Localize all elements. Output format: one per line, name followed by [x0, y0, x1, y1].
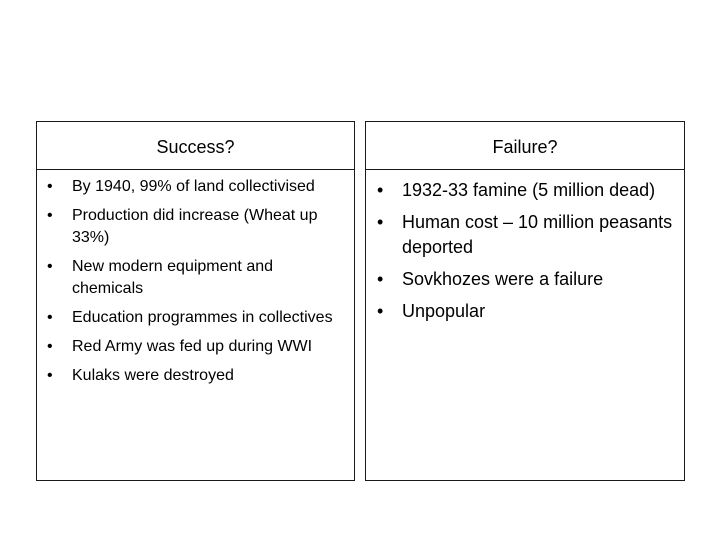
- list-item: • Kulaks were destroyed: [45, 365, 344, 387]
- list-item-text: Production did increase (Wheat up 33%): [72, 207, 318, 246]
- list-item-text: Human cost – 10 million peasants deporte…: [402, 212, 673, 257]
- bullet-icon: •: [47, 178, 53, 195]
- failure-panel: Failure? • 1932-33 famine (5 million dead…: [365, 121, 685, 481]
- bullet-icon: •: [377, 212, 384, 232]
- failure-title: Failure?: [366, 122, 684, 170]
- list-item: • 1932-33 famine (5 million dead): [374, 178, 674, 203]
- list-item-text: Sovkhozes were a failure: [402, 269, 604, 289]
- bullet-icon: •: [47, 258, 53, 275]
- list-item: • Education programmes in collectives: [45, 307, 344, 329]
- list-item: • Human cost – 10 million peasants deport…: [374, 210, 674, 260]
- list-item-text: New modern equipment and chemicals: [72, 258, 274, 297]
- list-item: • Unpopular: [374, 299, 674, 324]
- success-panel: Success? • By 1940, 99% of land collectiv…: [36, 121, 355, 481]
- list-item-text: Kulaks were destroyed: [72, 367, 234, 384]
- list-item: • By 1940, 99% of land collectivised: [45, 176, 344, 198]
- list-item: • Red Army was fed up during WWI: [45, 336, 344, 358]
- failure-list: • 1932-33 famine (5 million dead) • Human …: [366, 170, 684, 324]
- list-item: • Sovkhozes were a failure: [374, 267, 674, 292]
- bullet-icon: •: [47, 338, 53, 355]
- success-title: Success?: [37, 122, 354, 170]
- list-item-text: 1932-33 famine (5 million dead): [402, 180, 656, 200]
- list-item: • New modern equipment and chemicals: [45, 256, 344, 300]
- success-list: • By 1940, 99% of land collectivised • Pro…: [37, 170, 354, 387]
- list-item-text: Education programmes in collectives: [72, 309, 333, 326]
- bullet-icon: •: [47, 309, 53, 326]
- list-item-text: By 1940, 99% of land collectivised: [72, 178, 315, 195]
- bullet-icon: •: [377, 301, 384, 321]
- bullet-icon: •: [377, 180, 384, 200]
- bullet-icon: •: [377, 269, 384, 289]
- list-item-text: Unpopular: [402, 301, 486, 321]
- bullet-icon: •: [47, 207, 53, 224]
- bullet-icon: •: [47, 367, 53, 384]
- list-item-text: Red Army was fed up during WWI: [72, 338, 313, 355]
- list-item: • Production did increase (Wheat up 33%): [45, 205, 344, 249]
